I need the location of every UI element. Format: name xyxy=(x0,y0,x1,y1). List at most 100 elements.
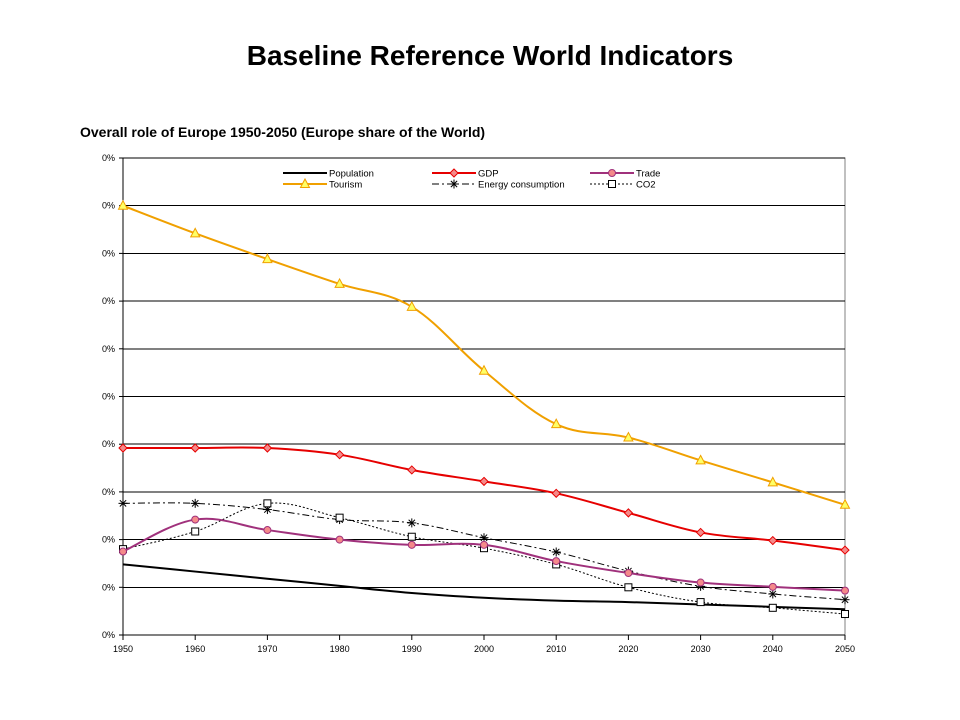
data-point-energy-consumption xyxy=(768,589,778,599)
data-point-trade xyxy=(119,547,127,556)
data-point-co2 xyxy=(407,532,416,541)
data-point-co2 xyxy=(191,527,200,536)
legend-swatch-marker xyxy=(299,177,311,188)
series-population xyxy=(122,563,846,611)
data-point-trade xyxy=(407,540,416,549)
data-point-tourism xyxy=(334,277,345,288)
legend-label: Energy consumption xyxy=(478,180,565,191)
star-stroke xyxy=(191,499,199,507)
series-line-co2 xyxy=(122,502,846,615)
data-point-trade xyxy=(263,526,272,535)
data-point-gdp xyxy=(695,527,706,538)
data-point-energy-consumption xyxy=(479,533,489,543)
data-point-gdp xyxy=(768,535,778,546)
y-tick-label: 0% xyxy=(102,630,115,640)
legend-item-population: Population xyxy=(283,169,374,180)
series-trade xyxy=(119,515,849,595)
data-point-trade xyxy=(624,568,633,577)
series-gdp xyxy=(118,443,850,555)
legend-label: Population xyxy=(329,169,374,180)
data-point-tourism xyxy=(767,476,779,487)
data-point-energy-consumption xyxy=(407,518,417,528)
x-tick-label: 1980 xyxy=(330,644,350,654)
y-tick-label: 0% xyxy=(102,535,115,545)
legend-label: Trade xyxy=(636,169,660,180)
star-stroke xyxy=(450,180,458,188)
x-tick-label: 2020 xyxy=(618,644,638,654)
chart-title: Overall role of Europe 1950-2050 (Europe… xyxy=(80,124,486,140)
data-point-tourism xyxy=(406,300,418,311)
data-point-tourism xyxy=(695,454,706,465)
y-tick-label: 0% xyxy=(102,201,115,211)
x-tick-label: 2050 xyxy=(835,644,855,654)
y-tick-label: 0% xyxy=(102,392,115,402)
x-tick-label: 2040 xyxy=(763,644,783,654)
slide-title: Baseline Reference World Indicators xyxy=(246,40,734,71)
data-point-tourism xyxy=(839,498,851,509)
data-point-trade xyxy=(768,582,777,591)
legend: Population GDP Trade Tourism Energy consumpt… xyxy=(283,168,660,191)
data-point-tourism xyxy=(117,199,129,210)
x-tick-label: 1990 xyxy=(402,644,422,654)
data-point-co2 xyxy=(696,598,705,607)
legend-item-tourism: Tourism xyxy=(283,177,362,191)
y-tick-label: 0% xyxy=(102,439,115,449)
x-tick-label: 2030 xyxy=(691,644,711,654)
star-stroke xyxy=(552,548,560,556)
data-point-tourism xyxy=(262,253,273,264)
data-point-trade xyxy=(841,586,849,595)
legend-item-gdp: GDP xyxy=(432,168,499,180)
data-point-energy-consumption xyxy=(190,498,200,508)
legend-swatch-marker xyxy=(608,169,616,177)
data-point-energy-consumption xyxy=(118,498,128,508)
y-tick-label: 0% xyxy=(102,344,115,354)
star-stroke xyxy=(119,499,127,507)
x-tick-label: 1950 xyxy=(113,644,133,654)
x-tick-label: 1970 xyxy=(257,644,277,654)
series-line-population xyxy=(122,563,846,611)
data-point-tourism xyxy=(550,418,562,429)
data-point-gdp xyxy=(190,443,200,453)
y-tick-label: 0% xyxy=(102,582,115,592)
x-tick-label: 2000 xyxy=(474,644,494,654)
x-tick-label: 2010 xyxy=(546,644,566,654)
data-point-tourism xyxy=(189,227,201,238)
data-point-co2 xyxy=(624,583,633,592)
legend-item-energy-consumption: Energy consumption xyxy=(432,179,565,191)
star-stroke xyxy=(480,534,488,542)
x-tick-label: 1960 xyxy=(185,644,205,654)
data-point-gdp xyxy=(551,488,561,499)
data-point-gdp xyxy=(262,443,273,453)
legend-item-trade: Trade xyxy=(590,169,660,180)
legend-item-co2: CO2 xyxy=(590,180,656,191)
data-point-gdp xyxy=(334,449,345,460)
y-tick-label: 0% xyxy=(102,296,115,306)
data-point-gdp xyxy=(479,476,489,487)
legend-swatch-marker xyxy=(449,179,459,189)
legend-swatch-marker xyxy=(449,168,459,178)
data-point-gdp xyxy=(118,443,128,453)
series-tourism xyxy=(117,199,851,509)
data-point-tourism xyxy=(478,364,490,375)
data-point-energy-consumption xyxy=(840,595,850,605)
star-stroke xyxy=(769,590,777,598)
data-point-tourism xyxy=(623,431,634,442)
data-point-co2 xyxy=(768,603,777,612)
y-tick-label: 0% xyxy=(102,248,115,258)
data-point-trade xyxy=(335,535,344,544)
data-point-gdp xyxy=(840,545,850,555)
star-stroke xyxy=(841,596,849,604)
y-tick-label: 0% xyxy=(102,487,115,497)
star-stroke xyxy=(408,519,416,527)
legend-label: CO2 xyxy=(636,180,656,191)
data-point-trade xyxy=(191,515,200,524)
data-point-co2 xyxy=(841,610,849,619)
data-point-co2 xyxy=(335,513,344,522)
data-point-trade xyxy=(696,578,705,587)
y-tick-label: 0% xyxy=(102,153,115,163)
data-point-gdp xyxy=(623,508,634,518)
data-point-trade xyxy=(552,557,561,566)
legend-label: Tourism xyxy=(329,180,362,191)
legend-swatch-marker xyxy=(608,180,616,188)
star-stroke xyxy=(263,506,271,514)
